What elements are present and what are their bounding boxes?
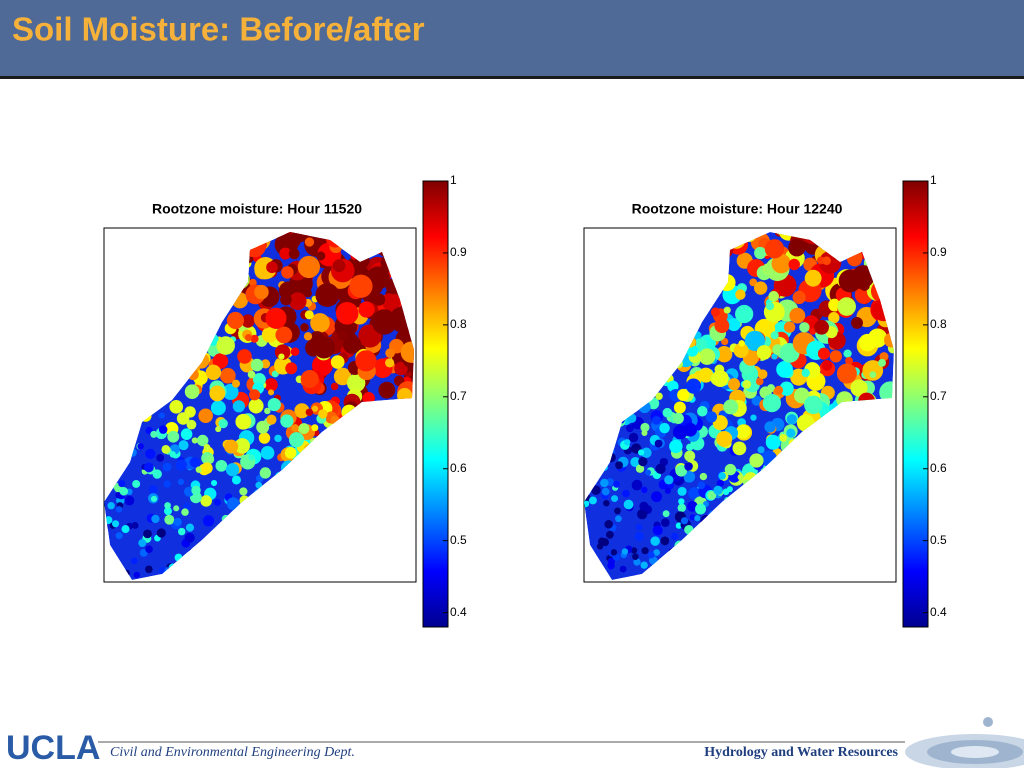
colorbar-tick-label: 1: [930, 173, 937, 187]
footer-logo: UCLA: [6, 729, 100, 767]
slide-title: Soil Moisture: Before/after: [12, 11, 425, 48]
colorbar-tick-label: 1: [450, 173, 457, 187]
water-icon: [905, 717, 1024, 768]
colorbar-tick-label: 0.8: [450, 317, 467, 331]
colorbar-tick-label: 0.8: [930, 317, 947, 331]
panel: Rootzone moisture: Hour 12240 0.4 0.5 0.6 0.…: [583, 173, 947, 628]
header-rule: [0, 76, 1024, 79]
panel: Rootzone moisture: Hour 11520 0.4 0.5 0.6 0.…: [103, 173, 467, 628]
panel-title: Rootzone moisture: Hour 11520: [152, 201, 362, 217]
panel-title: Rootzone moisture: Hour 12240: [632, 201, 843, 217]
colorbar-tick-label: 0.7: [930, 389, 947, 403]
footer-group: Hydrology and Water Resources: [704, 745, 898, 760]
colorbar-tick-label: 0.9: [930, 245, 947, 259]
colorbar-tick-label: 0.4: [450, 605, 467, 619]
colorbar-tick-label: 0.6: [450, 461, 467, 475]
colorbar-tick-label: 0.5: [450, 533, 467, 547]
colorbar: [902, 180, 929, 628]
footer-dept: Civil and Environmental Engineering Dept…: [110, 745, 355, 760]
colorbar-tick-label: 0.6: [930, 461, 947, 475]
colorbar-tick-label: 0.7: [450, 389, 467, 403]
colorbar-tick-label: 0.5: [930, 533, 947, 547]
colorbar: [422, 180, 449, 628]
colorbar-tick-label: 0.9: [450, 245, 467, 259]
header-bar: [0, 0, 1024, 76]
colorbar-tick-label: 0.4: [930, 605, 947, 619]
